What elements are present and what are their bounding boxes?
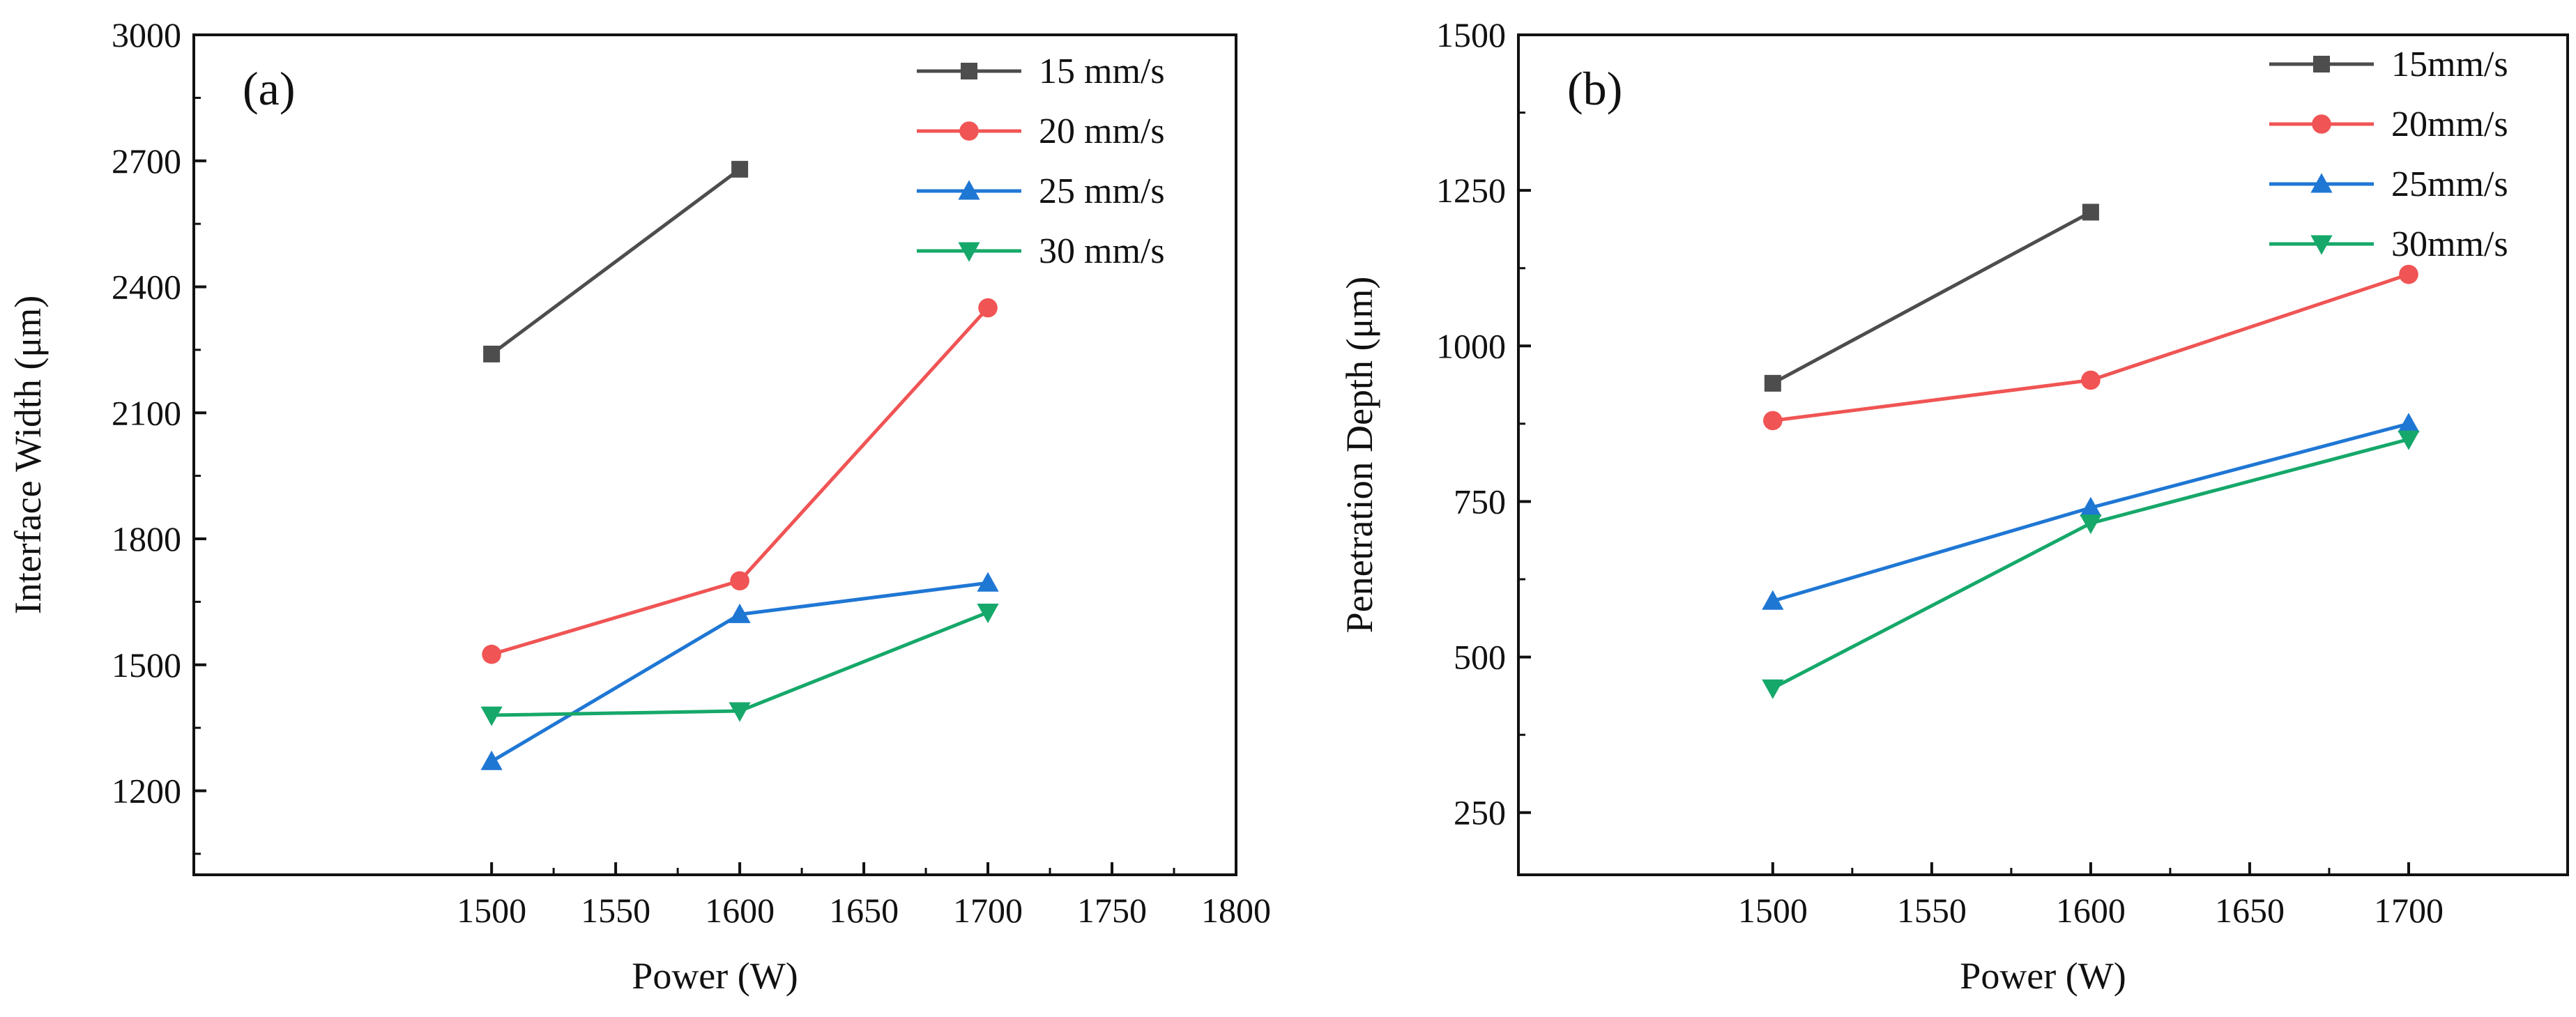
data-point-a-3 xyxy=(977,603,999,624)
data-point-b-0 xyxy=(1764,374,1781,392)
legend-marker-a-2 xyxy=(958,180,980,200)
data-point-a-1 xyxy=(482,644,501,664)
y-tick-label-a: 2700 xyxy=(112,142,181,181)
data-point-b-0 xyxy=(2082,204,2099,221)
legend-label-a-3: 30 mm/s xyxy=(1039,231,1165,271)
data-point-a-1 xyxy=(730,571,749,591)
data-point-b-2 xyxy=(1762,590,1784,610)
x-tick-label-a: 1550 xyxy=(581,891,650,930)
y-tick-label-a: 1800 xyxy=(112,519,181,558)
legend-marker-b-1 xyxy=(2312,114,2331,134)
x-tick-label-a: 1700 xyxy=(953,891,1023,930)
y-tick-label-b: 1500 xyxy=(1436,15,1506,54)
legend-label-b-1: 20mm/s xyxy=(2391,105,2508,144)
series-a-1 xyxy=(482,298,998,664)
data-point-a-0 xyxy=(731,160,749,178)
data-point-a-0 xyxy=(483,345,501,362)
y-tick-label-b: 750 xyxy=(1454,482,1506,521)
series-line-b-1 xyxy=(1772,273,2409,422)
data-point-b-1 xyxy=(2081,370,2101,390)
series-b-1 xyxy=(1763,264,2418,431)
series-a-2 xyxy=(480,572,999,770)
series-b-2 xyxy=(1762,413,2420,610)
data-point-b-2 xyxy=(2398,413,2420,433)
legend-marker-b-0 xyxy=(2313,56,2330,72)
x-axis-title-a: Power (W) xyxy=(632,955,798,997)
y-tick-label-a: 2100 xyxy=(112,393,181,432)
y-axis-title-a: Interface Width (μm) xyxy=(7,296,49,615)
legend-a: 15 mm/s 20 mm/s 25 mm/s 30 mm/s xyxy=(917,52,1165,271)
legend-marker-a-3 xyxy=(958,242,980,262)
legend-label-a-2: 25 mm/s xyxy=(1039,171,1165,211)
x-tick-label-a: 1500 xyxy=(457,891,526,930)
y-tick-label-a: 1200 xyxy=(112,772,181,811)
series-a-3 xyxy=(480,603,999,726)
y-tick-label-b: 1250 xyxy=(1436,171,1506,210)
panel-label-b: (b) xyxy=(1567,62,1622,115)
legend-label-a-1: 20 mm/s xyxy=(1039,112,1165,151)
legend-label-b-0: 15mm/s xyxy=(2391,45,2508,84)
legend-marker-b-2 xyxy=(2310,173,2333,193)
data-point-b-2 xyxy=(2080,496,2102,517)
data-point-b-3 xyxy=(2398,430,2420,450)
x-tick-label-a: 1650 xyxy=(829,891,899,930)
chart-panel-b: 1500 1550 1600 1650 1700 250 500 750 1000 1250 150… xyxy=(1339,15,2569,997)
series-line-a-1 xyxy=(491,306,989,657)
x-tick-label-a: 1800 xyxy=(1201,891,1271,930)
x-axis-title-b: Power (W) xyxy=(1960,955,2126,997)
series-line-b-0 xyxy=(1771,211,2092,385)
data-point-a-2 xyxy=(729,603,751,623)
y-tick-label-b: 500 xyxy=(1454,638,1506,677)
y-tick-label-b: 1000 xyxy=(1436,326,1506,365)
x-tick-label-a: 1600 xyxy=(705,891,775,930)
legend-label-b-3: 30mm/s xyxy=(2391,224,2508,264)
x-tick-label-b: 1650 xyxy=(2215,891,2285,930)
data-point-b-3 xyxy=(2080,514,2102,535)
x-tick-label-b: 1600 xyxy=(2056,891,2126,930)
data-point-a-2 xyxy=(977,572,999,592)
data-point-a-3 xyxy=(729,702,751,722)
series-b-3 xyxy=(1762,430,2420,699)
data-point-a-1 xyxy=(978,298,998,318)
series-b-0 xyxy=(1764,204,2099,392)
data-point-a-3 xyxy=(480,706,503,726)
legend-label-b-2: 25mm/s xyxy=(2391,165,2508,204)
y-tick-label-a: 2400 xyxy=(112,268,181,307)
data-point-b-1 xyxy=(1763,411,1783,431)
chart-panel-a: 1500 1550 1600 1650 1700 1750 1800 1200 1500 1800… xyxy=(7,15,1271,997)
y-tick-label-b: 250 xyxy=(1454,793,1506,832)
plot-frame-a xyxy=(192,33,1237,876)
series-line-b-3 xyxy=(1771,437,2409,690)
legend-b: 15mm/s 20mm/s 25mm/s 30mm/s xyxy=(2269,45,2508,264)
series-line-a-0 xyxy=(490,167,741,355)
panel-label-a: (a) xyxy=(243,62,295,115)
legend-marker-b-3 xyxy=(2310,235,2333,255)
x-tick-label-b: 1700 xyxy=(2374,891,2444,930)
series-a-0 xyxy=(483,160,749,362)
y-axis-title-b: Penetration Depth (μm) xyxy=(1339,277,1380,634)
legend-label-a-0: 15 mm/s xyxy=(1039,52,1165,91)
series-line-a-3 xyxy=(491,611,989,717)
legend-marker-a-1 xyxy=(959,121,979,141)
data-point-b-1 xyxy=(2399,264,2418,284)
y-tick-label-a: 1500 xyxy=(112,645,181,685)
data-point-b-3 xyxy=(1762,679,1784,699)
x-tick-label-b: 1550 xyxy=(1897,891,1967,930)
legend-marker-a-0 xyxy=(961,63,977,79)
plot-frame-b xyxy=(1517,33,2569,876)
x-tick-label-b: 1500 xyxy=(1738,891,1808,930)
data-point-a-2 xyxy=(480,750,503,770)
y-tick-label-a: 3000 xyxy=(112,15,181,54)
x-tick-label-a: 1750 xyxy=(1077,891,1147,930)
